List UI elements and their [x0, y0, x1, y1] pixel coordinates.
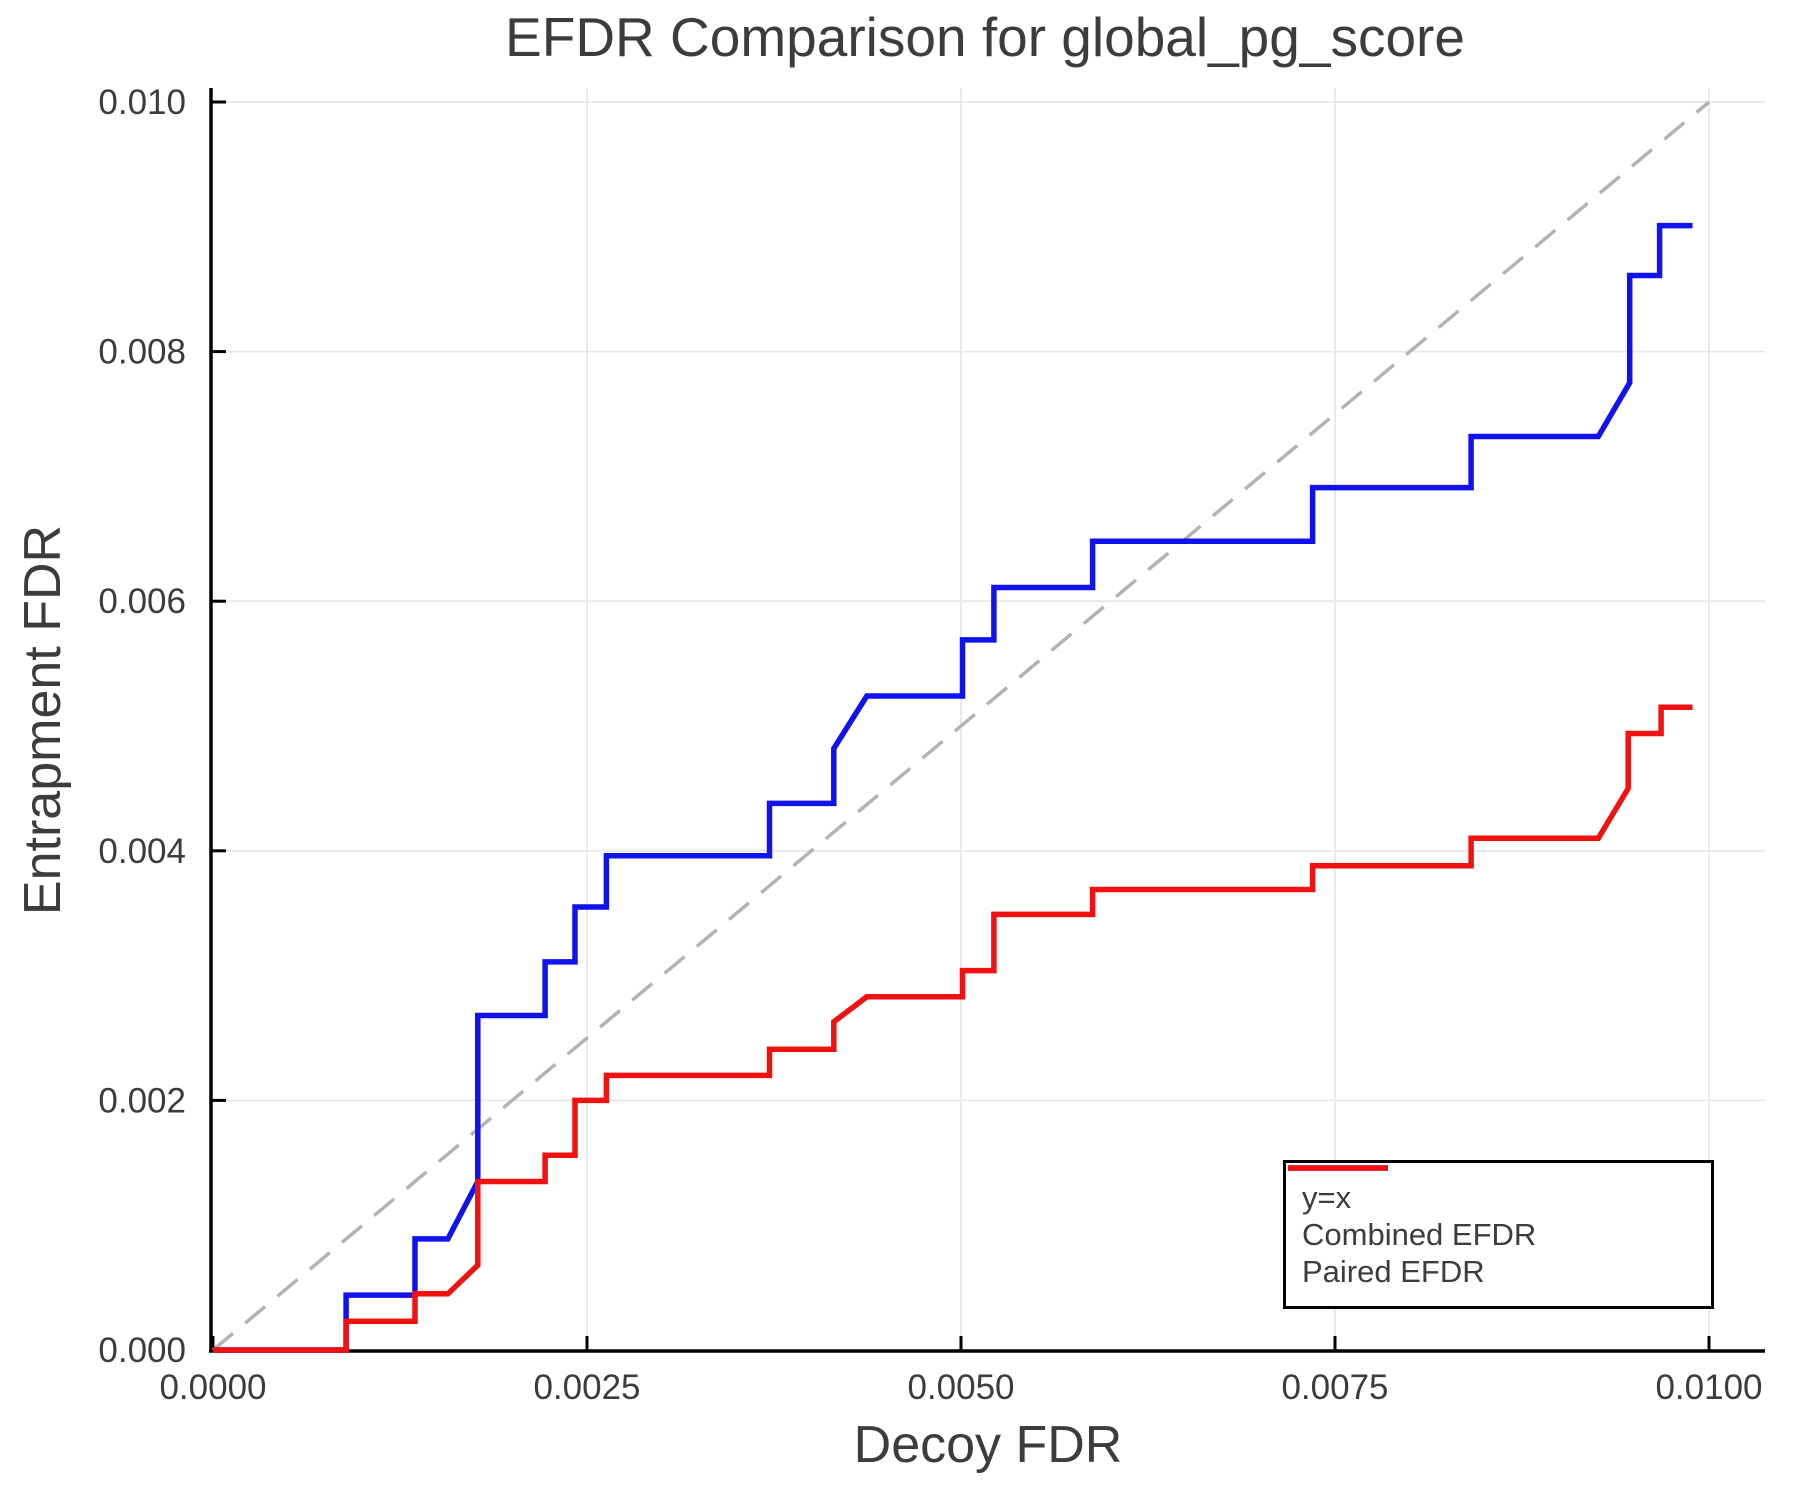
legend-item-combined-efdr: Combined EFDR [1288, 1165, 1711, 1252]
legend-label: Paired EFDR [1302, 1254, 1485, 1289]
grid-layer [211, 88, 1765, 1351]
y-tick-label: 0.002 [98, 1081, 186, 1120]
series-y-x [211, 100, 1711, 1352]
axis-layer: 0.0000 0.0025 0.0050 0.0075 0.0100 0.000 0.002… [98, 83, 1765, 1407]
x-tick-label: 0.0025 [533, 1368, 640, 1407]
series-layer [211, 100, 1711, 1353]
chart-title: EFDR Comparison for global_pg_score [505, 6, 1465, 68]
legend-label: y=x [1302, 1180, 1352, 1215]
y-tick-label: 0.008 [98, 333, 186, 372]
legend-item-y-equals-x: y=x [1288, 1166, 1711, 1215]
series-combined-efdr [213, 222, 1693, 1353]
x-tick-label: 0.0100 [1655, 1368, 1762, 1407]
legend: y=x Combined EFDR Paired EFDR [1283, 1160, 1714, 1309]
x-tick-label: 0.0050 [907, 1368, 1014, 1407]
legend-label: Combined EFDR [1302, 1217, 1537, 1252]
y-tick-label: 0.004 [98, 832, 186, 871]
series-paired-efdr [213, 704, 1693, 1353]
x-tick-label: 0.0000 [159, 1368, 266, 1407]
y-axis-label: Entrapment FDR [14, 525, 72, 915]
x-axis-label: Decoy FDR [854, 1416, 1123, 1474]
legend-item-paired-efdr: Paired EFDR [1288, 1165, 1711, 1289]
y-tick-label: 0.006 [98, 582, 186, 621]
y-tick-label: 0.010 [98, 83, 186, 122]
x-tick-label: 0.0075 [1281, 1368, 1388, 1407]
paired-efdr-line-sample-icon [1288, 1165, 1388, 1171]
y-tick-label: 0.000 [98, 1331, 186, 1370]
